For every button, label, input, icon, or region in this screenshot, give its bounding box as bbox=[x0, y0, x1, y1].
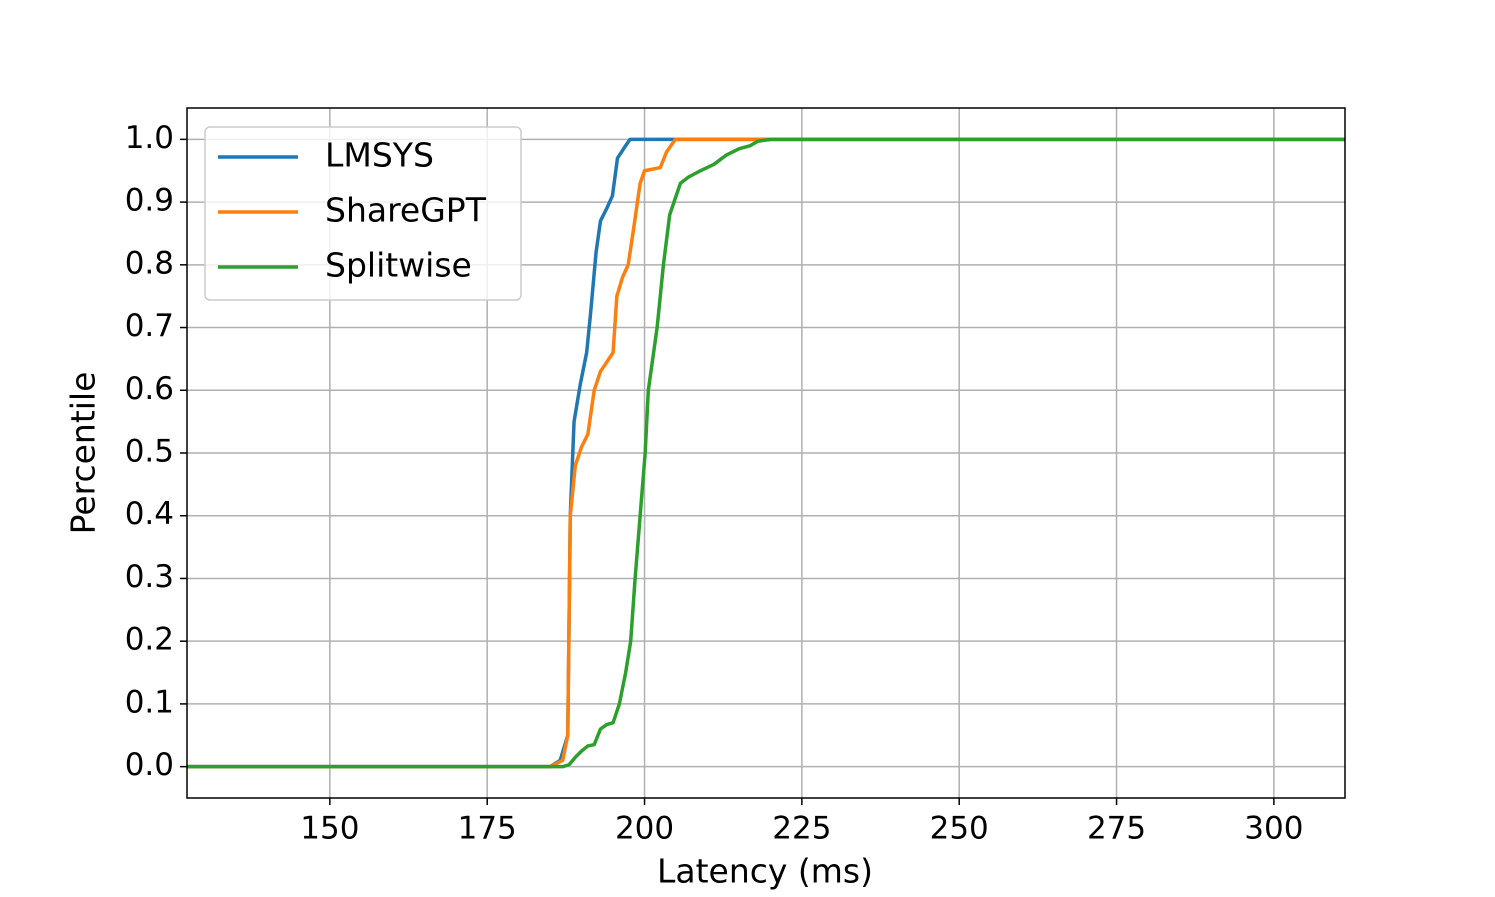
x-tick-label: 250 bbox=[930, 811, 989, 847]
x-tick-label: 175 bbox=[458, 811, 517, 847]
data-line bbox=[187, 137, 1345, 769]
y-tick-label: 0.9 bbox=[125, 183, 174, 219]
x-tick-label: 200 bbox=[615, 811, 674, 847]
legend: LMSYS ShareGPT Splitwise bbox=[204, 126, 522, 301]
plot-frame bbox=[186, 107, 1346, 799]
y-tick-label: 0.0 bbox=[125, 747, 174, 783]
x-tick-label: 150 bbox=[300, 811, 359, 847]
y-tick-label: 0.3 bbox=[125, 559, 174, 595]
x-tick-label: 300 bbox=[1244, 811, 1303, 847]
legend-box bbox=[204, 126, 522, 301]
y-tick-label: 0.8 bbox=[125, 245, 174, 281]
y-tick-label: 0.2 bbox=[125, 622, 174, 658]
x-axis-label: Latency (ms) bbox=[657, 852, 873, 891]
y-tick-label: 0.1 bbox=[125, 684, 174, 720]
x-tick-label: 275 bbox=[1087, 811, 1146, 847]
legend-label: Splitwise bbox=[325, 246, 472, 285]
y-tick-label: 0.7 bbox=[125, 308, 174, 344]
y-tick-label: 1.0 bbox=[125, 120, 174, 156]
y-axis-label: Percentile bbox=[64, 372, 103, 535]
legend-label: ShareGPT bbox=[325, 191, 487, 230]
legend-label: LMSYS bbox=[325, 136, 434, 175]
y-tick-label: 0.5 bbox=[125, 434, 174, 470]
y-tick-label: 0.4 bbox=[125, 496, 174, 532]
data-line bbox=[187, 137, 1345, 769]
x-tick-label: 225 bbox=[772, 811, 831, 847]
y-tick-label: 0.6 bbox=[125, 371, 174, 407]
